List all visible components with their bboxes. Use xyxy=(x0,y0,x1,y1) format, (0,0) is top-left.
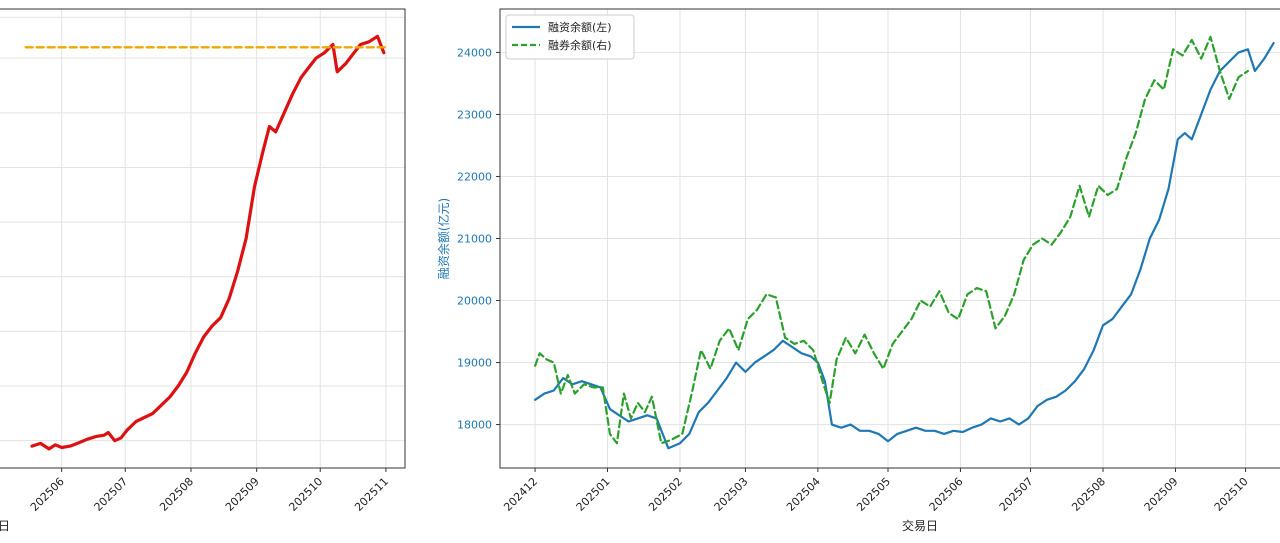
y-axis-label: 融资余额(亿元) xyxy=(436,198,451,279)
x-tick-label: 202510 xyxy=(1212,475,1251,514)
legend-entry: 融券余额(右) xyxy=(548,38,612,52)
grid xyxy=(500,9,1280,468)
series-line-1 xyxy=(533,35,1250,445)
x-tick-label: 202501 xyxy=(574,475,613,514)
y-tick-label: 22000 xyxy=(457,170,492,183)
y-tick-label: 23000 xyxy=(457,108,492,121)
y-tick-label: 19000 xyxy=(457,357,492,370)
x-tick-label: 202506 xyxy=(927,475,966,514)
series-line-0 xyxy=(30,34,386,451)
x-tick-label: 202412 xyxy=(501,475,540,514)
x-tick-label: 202510 xyxy=(286,475,325,514)
x-tick-label: 202508 xyxy=(1069,475,1108,514)
x-tick-label: 202506 xyxy=(28,475,67,514)
legend: 融资余额(左) 融券余额(右) xyxy=(505,14,635,60)
right-chart: 202412 202501 202502 202503 202504 202505 2025… xyxy=(436,8,1280,533)
x-tick-label: 202508 xyxy=(157,475,196,514)
y-tick-label: 20000 xyxy=(457,295,492,308)
x-axis-label: 日 xyxy=(0,519,10,533)
x-tick-label: 202507 xyxy=(997,475,1036,514)
y-tick-label: 24000 xyxy=(457,46,492,59)
y-tick-label: 18000 xyxy=(457,419,492,432)
x-tick-label: 202507 xyxy=(91,475,130,514)
axes-frame xyxy=(0,8,406,469)
x-tick-label: 202505 xyxy=(854,475,893,514)
legend-entry: 融资余额(左) xyxy=(548,20,612,34)
x-tick-label: 202502 xyxy=(646,475,685,514)
y-tick-label: 21000 xyxy=(457,233,492,246)
x-tick-label: 202509 xyxy=(1142,475,1181,514)
left-chart: 202506 202507 202508 202509 202510 202511 日 xyxy=(0,8,406,533)
x-tick-label: 202504 xyxy=(784,475,823,514)
grid xyxy=(0,9,405,468)
x-axis-label: 交易日 xyxy=(902,518,938,533)
x-tick-label: 202511 xyxy=(352,475,391,514)
x-tick-label: 202509 xyxy=(223,475,262,514)
x-tick-label: 202503 xyxy=(712,475,751,514)
series-line-0 xyxy=(533,41,1275,450)
